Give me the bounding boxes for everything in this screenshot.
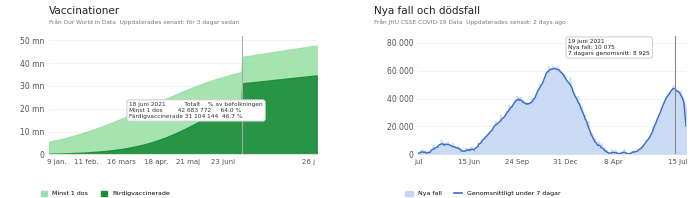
Text: 18 juni 2021          Totalt    % av befolkningen
Minst 1 dos        42 683 772 : 18 juni 2021 Totalt % av befolkningen Mi… [130,102,263,119]
Legend: Minst 1 dos, Färdigvaccinerade: Minst 1 dos, Färdigvaccinerade [38,188,172,198]
Text: Nya fall och dödsfall: Nya fall och dödsfall [374,6,481,16]
Text: Vaccinationer: Vaccinationer [49,6,120,16]
Text: 19 juni 2021
Nya fall: 10 075
7 dagars genomsnitt: 8 925: 19 juni 2021 Nya fall: 10 075 7 dagars g… [568,39,650,56]
Text: Från Our World in Data  Uppdaterades senast: för 3 dagar sedan: Från Our World in Data Uppdaterades sena… [49,20,239,26]
Text: Från JHU CSSE COVID-19 Data  Uppdaterades senast: 2 days ago: Från JHU CSSE COVID-19 Data Uppdaterades… [374,20,566,26]
Legend: Nya fall, Genomsnittligt under 7 dagar: Nya fall, Genomsnittligt under 7 dagar [402,188,563,198]
